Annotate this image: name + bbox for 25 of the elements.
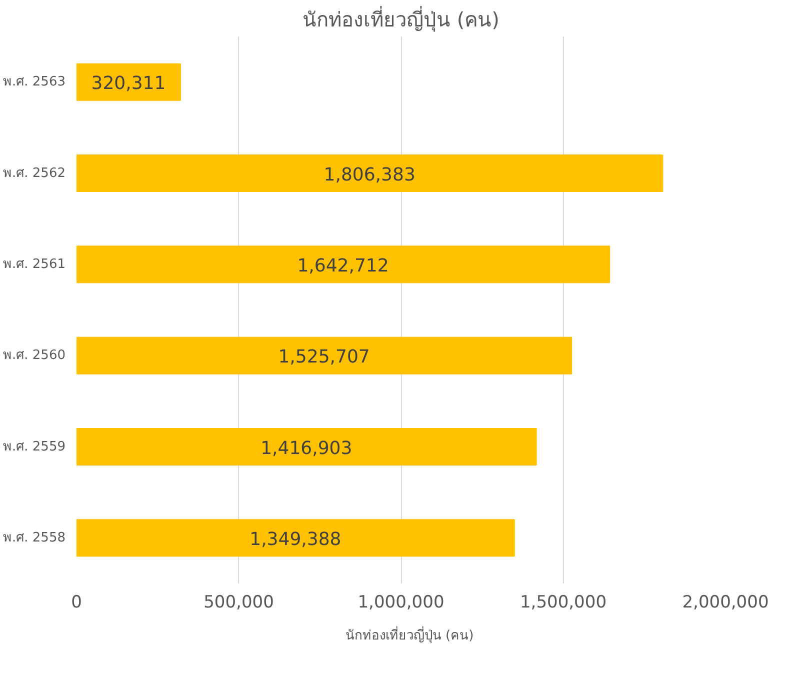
bar	[76, 519, 515, 557]
x-tick-label: 1,000,000	[358, 592, 444, 612]
x-tick-label: 1,500,000	[520, 592, 607, 612]
x-tick-label: 2,000,000	[682, 592, 769, 612]
chart-title: นักท่องเที่ยวญี่ปุ่น (คน)	[302, 6, 500, 32]
y-tick-label: พ.ศ. 2560	[3, 348, 66, 364]
x-tick-label: 500,000	[204, 592, 274, 612]
x-tick-label: 0	[71, 592, 82, 612]
bar	[76, 63, 181, 101]
data-label: 1,642,712	[297, 255, 389, 276]
data-label: 1,349,388	[250, 528, 342, 550]
bar	[76, 154, 664, 192]
y-tick-label: พ.ศ. 2559	[3, 439, 66, 454]
data-label: 320,311	[91, 73, 166, 94]
bar	[76, 336, 572, 374]
data-label: 1,525,707	[278, 346, 370, 368]
y-tick-label: พ.ศ. 2563	[3, 74, 66, 90]
y-tick-label: พ.ศ. 2562	[3, 166, 66, 181]
bar	[76, 246, 610, 284]
y-tick-label: พ.ศ. 2558	[3, 530, 66, 546]
y-tick-label: พ.ศ. 2561	[3, 256, 66, 272]
data-label: 1,416,903	[260, 438, 352, 459]
text: นักท่องเที่ยวญี่ปุ่น (คน)	[345, 625, 474, 646]
bar	[76, 428, 537, 466]
data-label: 1,806,383	[324, 164, 416, 186]
